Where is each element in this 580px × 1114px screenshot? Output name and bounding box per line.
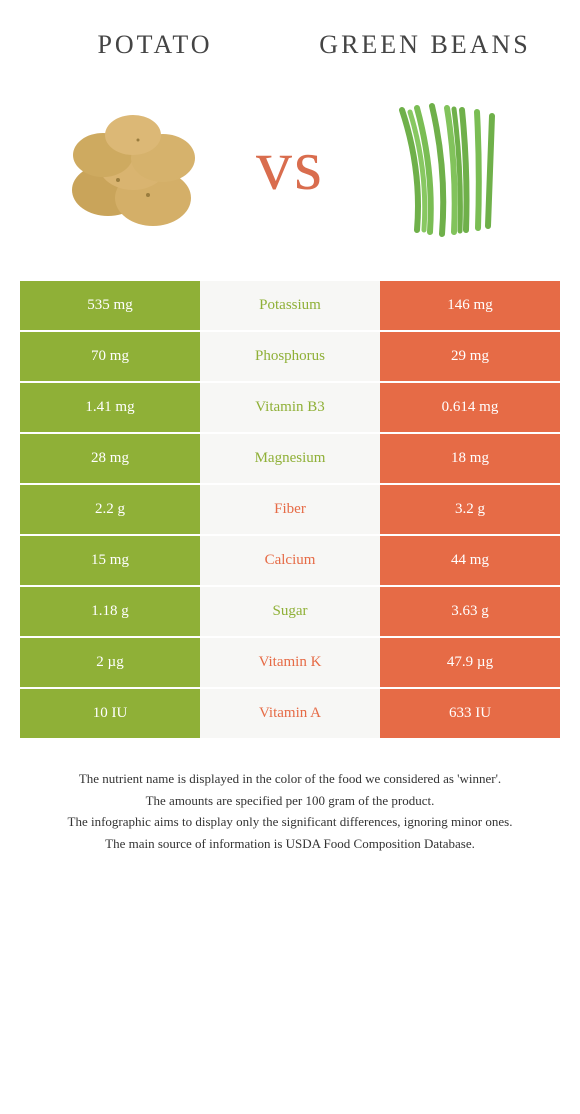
right-value: 633 IU <box>380 689 560 738</box>
table-row: 70 mgPhosphorus29 mg <box>20 331 560 382</box>
footnote-line: The nutrient name is displayed in the co… <box>20 769 560 789</box>
left-value: 1.41 mg <box>20 383 200 432</box>
nutrient-name: Phosphorus <box>200 332 380 381</box>
footnote-line: The infographic aims to display only the… <box>20 812 560 832</box>
left-value: 10 IU <box>20 689 200 738</box>
food-left-title: Potato <box>20 30 290 60</box>
nutrient-table: 535 mgPotassium146 mg70 mgPhosphorus29 m… <box>20 280 560 739</box>
nutrient-name: Magnesium <box>200 434 380 483</box>
left-value: 70 mg <box>20 332 200 381</box>
nutrient-name: Sugar <box>200 587 380 636</box>
green-beans-icon <box>362 80 532 250</box>
table-row: 28 mgMagnesium18 mg <box>20 433 560 484</box>
right-value: 3.63 g <box>380 587 560 636</box>
right-value: 29 mg <box>380 332 560 381</box>
left-value: 535 mg <box>20 281 200 330</box>
nutrient-name: Vitamin A <box>200 689 380 738</box>
food-left-image <box>20 80 246 250</box>
table-row: 15 mgCalcium44 mg <box>20 535 560 586</box>
nutrient-name: Calcium <box>200 536 380 585</box>
food-right-title: Green beans <box>290 30 560 60</box>
nutrient-name: Fiber <box>200 485 380 534</box>
left-value: 28 mg <box>20 434 200 483</box>
left-value: 2.2 g <box>20 485 200 534</box>
right-value: 3.2 g <box>380 485 560 534</box>
right-value: 18 mg <box>380 434 560 483</box>
table-row: 2.2 gFiber3.2 g <box>20 484 560 535</box>
left-value: 1.18 g <box>20 587 200 636</box>
table-row: 535 mgPotassium146 mg <box>20 280 560 331</box>
table-row: 1.41 mgVitamin B30.614 mg <box>20 382 560 433</box>
potato-icon <box>48 80 218 250</box>
table-row: 2 µgVitamin K47.9 µg <box>20 637 560 688</box>
left-value: 2 µg <box>20 638 200 687</box>
footnotes: The nutrient name is displayed in the co… <box>20 769 560 853</box>
header-right: Green beans <box>290 30 560 60</box>
left-value: 15 mg <box>20 536 200 585</box>
table-row: 10 IUVitamin A633 IU <box>20 688 560 739</box>
nutrient-name: Vitamin B3 <box>200 383 380 432</box>
table-row: 1.18 gSugar3.63 g <box>20 586 560 637</box>
header: Potato Green beans <box>20 30 560 60</box>
nutrient-name: Potassium <box>200 281 380 330</box>
images-row: vs <box>20 80 560 250</box>
footnote-line: The amounts are specified per 100 gram o… <box>20 791 560 811</box>
right-value: 44 mg <box>380 536 560 585</box>
right-value: 0.614 mg <box>380 383 560 432</box>
header-left: Potato <box>20 30 290 60</box>
right-value: 47.9 µg <box>380 638 560 687</box>
footnote-line: The main source of information is USDA F… <box>20 834 560 854</box>
food-right-image <box>334 80 560 250</box>
nutrient-name: Vitamin K <box>200 638 380 687</box>
right-value: 146 mg <box>380 281 560 330</box>
vs-label: vs <box>246 124 334 207</box>
